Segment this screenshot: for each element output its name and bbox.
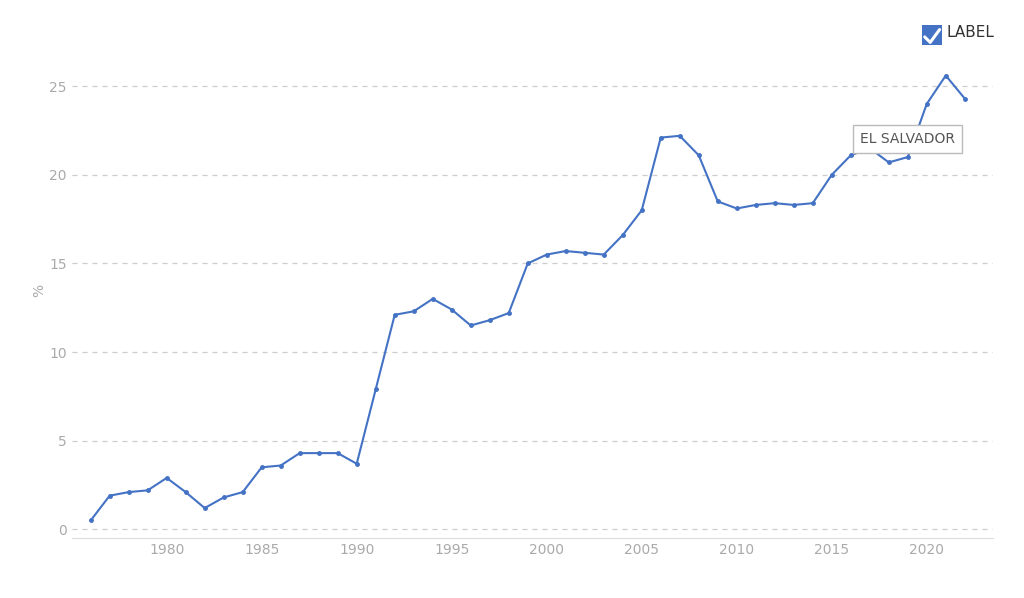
Text: EL SALVADOR: EL SALVADOR (860, 132, 955, 147)
Y-axis label: %: % (33, 283, 46, 297)
Text: LABEL: LABEL (946, 25, 994, 40)
